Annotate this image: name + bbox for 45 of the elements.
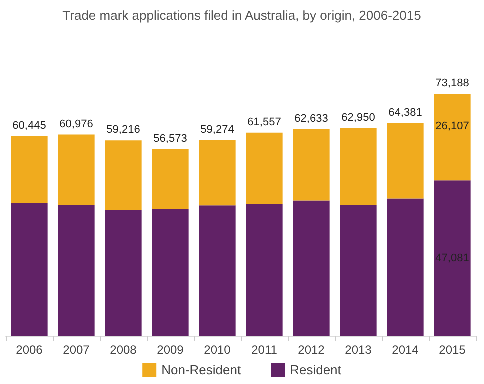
total-label: 62,633 xyxy=(294,112,328,125)
bar xyxy=(246,204,283,336)
total-label: 62,950 xyxy=(342,112,376,124)
bar xyxy=(152,209,189,336)
bar xyxy=(11,203,48,336)
bar xyxy=(434,180,471,336)
bar xyxy=(11,136,48,204)
bar xyxy=(293,129,330,201)
total-label: 60,976 xyxy=(60,118,94,130)
bar xyxy=(58,134,95,205)
x-tick-label: 2010 xyxy=(204,343,232,357)
total-label: 73,188 xyxy=(436,77,470,90)
x-tick-label: 2008 xyxy=(110,343,138,357)
bar xyxy=(199,206,236,336)
x-tick-label: 2012 xyxy=(298,343,326,357)
x-tick-label: 2009 xyxy=(157,343,184,357)
x-tick-label: 2014 xyxy=(392,343,420,357)
chart-title: Trade mark applications filed in Australia, by origin, 2006-2015 xyxy=(62,8,422,23)
bar xyxy=(340,204,377,336)
bar xyxy=(340,128,377,205)
bar xyxy=(152,149,189,210)
legend-label: Resident xyxy=(290,362,342,378)
total-label: 56,573 xyxy=(154,132,188,145)
data-label: 26,107 xyxy=(436,120,470,132)
bar xyxy=(199,140,236,206)
total-label: 61,557 xyxy=(248,116,282,128)
bar xyxy=(387,124,424,199)
x-tick-label: 2007 xyxy=(63,343,90,357)
bar xyxy=(434,94,471,181)
bar xyxy=(105,140,142,210)
legend-label: Non-Resident xyxy=(162,362,242,378)
x-tick-label: 2006 xyxy=(16,343,44,357)
bar xyxy=(387,198,424,336)
bar xyxy=(293,200,330,336)
data-label: 47,081 xyxy=(436,252,470,264)
bar xyxy=(105,210,142,336)
total-label: 59,216 xyxy=(106,124,140,136)
total-label: 60,445 xyxy=(12,120,46,132)
total-label: 64,381 xyxy=(388,107,422,120)
bar xyxy=(246,132,283,204)
total-label: 59,274 xyxy=(200,124,234,136)
x-tick-label: 2015 xyxy=(439,343,466,357)
x-tick-label: 2013 xyxy=(345,343,372,357)
bar xyxy=(58,204,95,336)
x-tick-label: 2011 xyxy=(252,343,278,357)
